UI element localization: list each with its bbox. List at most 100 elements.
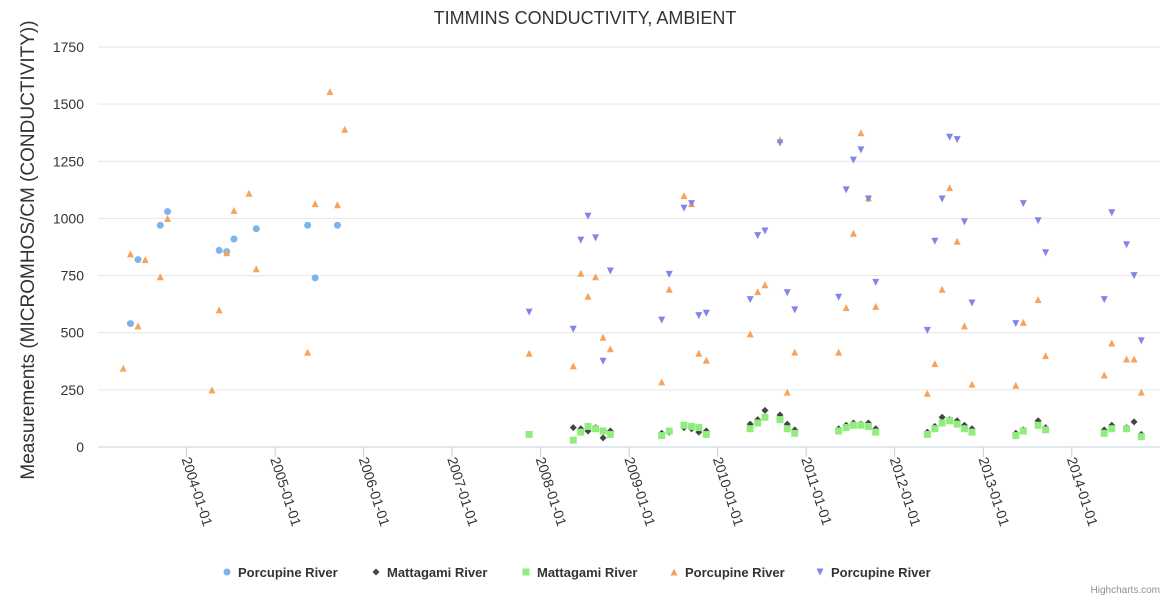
legend-symbol [372,568,380,576]
data-point [835,348,843,356]
data-point [230,235,238,243]
series-2 [569,406,1145,442]
legend-label[interactable]: Porcupine River [685,565,785,580]
data-point [606,430,614,438]
data-point [968,428,976,436]
data-point [1034,296,1042,304]
data-point [156,221,164,229]
data-point [783,425,791,433]
data-point [230,206,238,214]
data-point [1042,426,1050,434]
legend-symbol [816,568,824,576]
data-point [1019,318,1027,326]
data-point [1019,427,1027,435]
data-point [341,125,349,133]
x-tick-label: 2004-01-01 [179,455,216,528]
data-point [695,349,703,357]
data-point [842,424,850,432]
data-point [569,362,577,370]
data-point [126,250,134,258]
data-point [599,357,607,365]
legend-item[interactable]: Porcupine River [223,565,338,580]
data-point [592,273,600,281]
y-tick-label: 500 [61,325,85,341]
data-point [960,218,968,226]
data-point [245,189,253,197]
legend-item[interactable]: Mattagami River [522,565,638,580]
data-point [569,424,577,432]
legend-label[interactable]: Porcupine River [831,565,931,580]
data-point [252,265,260,273]
x-tick-label: 2012-01-01 [887,455,924,528]
legend-item[interactable]: Porcupine River [816,565,931,580]
data-point [931,237,939,245]
data-point [333,201,341,209]
data-point [592,234,600,242]
data-point [164,214,172,222]
data-point [953,420,961,428]
data-point [215,306,223,314]
gridlines [98,46,1160,448]
data-point [1137,337,1145,345]
data-point [938,285,946,293]
data-point [953,237,961,245]
x-tick-label: 2014-01-01 [1064,455,1101,528]
data-point [208,386,216,394]
legend-item[interactable]: Mattagami River [372,565,488,580]
data-point [783,388,791,396]
data-point [577,269,585,277]
data-point [134,322,142,330]
data-point [1108,209,1116,217]
data-point [960,322,968,330]
data-point [960,425,968,433]
y-tick-label: 1750 [53,39,84,55]
data-point [754,419,762,427]
data-point [658,378,666,386]
legend-label[interactable]: Porcupine River [238,565,338,580]
legend-item[interactable]: Porcupine River [670,565,785,580]
data-point [606,267,614,275]
data-point [333,221,341,229]
data-point [1137,388,1145,396]
data-point [849,421,857,429]
credits-link[interactable]: Highcharts.com [1090,585,1160,596]
data-point [688,200,696,208]
legend-label[interactable]: Mattagami River [537,565,637,580]
data-point [569,436,577,444]
legend-label[interactable]: Mattagami River [387,565,487,580]
data-point [156,273,164,281]
data-point [252,225,260,233]
data-point [761,406,769,414]
data-point [680,421,688,429]
data-point [776,416,784,424]
data-point [872,278,880,286]
data-point [761,413,769,421]
data-point [311,200,319,208]
data-point [946,133,954,141]
chart-title: TIMMINS CONDUCTIVITY, AMBIENT [434,8,737,28]
data-point [592,425,600,433]
data-point [1123,241,1131,249]
data-point [215,246,223,254]
data-point [849,229,857,237]
data-point [680,204,688,212]
data-point [1012,432,1020,440]
data-point [1108,425,1116,433]
data-point [946,417,954,425]
series-3 [525,413,1145,444]
data-point [665,285,673,293]
data-point [665,270,673,278]
data-point [665,427,673,435]
x-tick-label: 2005-01-01 [267,455,304,528]
data-point [525,349,533,357]
data-point [304,221,312,229]
y-tick-label: 1500 [53,96,84,112]
data-point [584,422,592,430]
legend[interactable]: Porcupine River Mattagami River Mattagami … [223,565,931,580]
data-point [584,212,592,220]
data-point [1012,381,1020,389]
data-point [141,256,149,264]
legend-symbol [670,568,678,576]
data-point [1137,433,1145,441]
